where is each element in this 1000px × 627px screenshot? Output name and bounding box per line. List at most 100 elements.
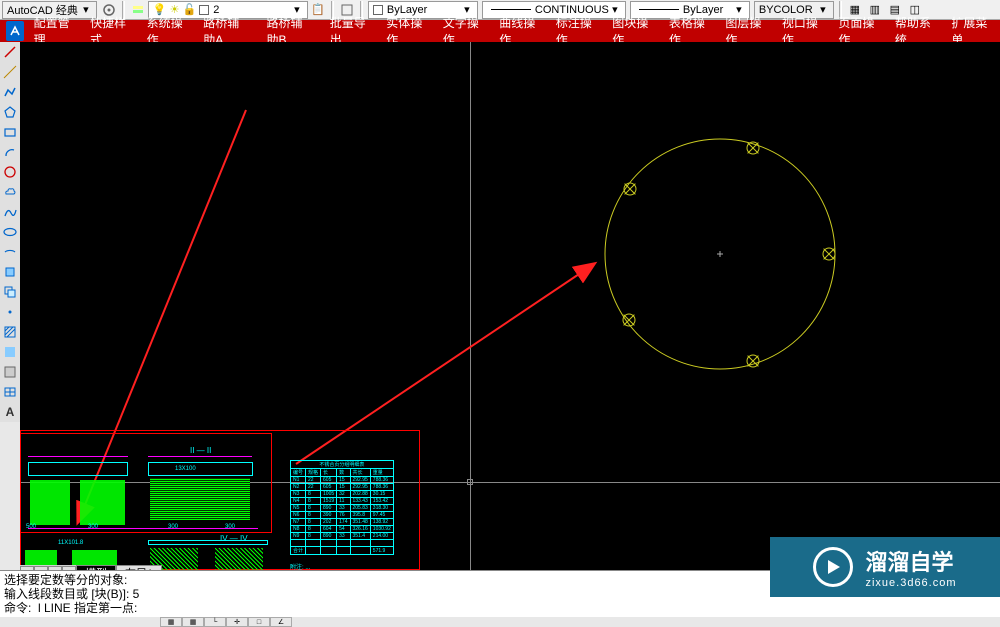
table-cell: 1519 — [321, 498, 337, 505]
table-cell: 8 — [306, 505, 321, 512]
hatch-tool[interactable] — [0, 322, 20, 342]
play-icon — [813, 547, 853, 587]
table-tool[interactable] — [0, 382, 20, 402]
table-cell: 890 — [321, 533, 337, 540]
menu-item[interactable]: 页面操作 — [830, 20, 887, 42]
table-title: 不锈合页分组明细表 — [291, 461, 394, 469]
table-cell — [350, 540, 370, 547]
table-header-cell: 数 — [337, 469, 350, 477]
dim-value: 300 — [225, 524, 235, 530]
ellipse-tool[interactable] — [0, 222, 20, 242]
ortho-toggle[interactable]: └ — [204, 617, 226, 627]
table-cell: 33 — [337, 505, 350, 512]
insert-block-tool[interactable] — [0, 262, 20, 282]
menu-item[interactable]: 图层操作 — [717, 20, 774, 42]
table-cell: 351.4 — [350, 533, 370, 540]
green-hatch-block — [30, 480, 70, 525]
ellipse-arc-tool[interactable] — [0, 242, 20, 262]
lineweight-preview-icon — [639, 9, 679, 11]
rectangle-tool[interactable] — [0, 122, 20, 142]
table-cell: 605 — [321, 484, 337, 491]
menu-item[interactable]: 扩展菜单 — [943, 20, 1000, 42]
table-cell: 292.95 — [350, 484, 370, 491]
table-cell — [321, 540, 337, 547]
table-cell: 138.92 — [370, 519, 393, 526]
otrack-toggle[interactable]: ∠ — [270, 617, 292, 627]
table-cell: 788.36 — [370, 477, 393, 484]
polygon-tool[interactable] — [0, 102, 20, 122]
table-cell: 33 — [337, 533, 350, 540]
circle-tool[interactable] — [0, 162, 20, 182]
table-row: N78202174351.48138.92 — [291, 519, 394, 526]
table-cell: 8 — [306, 491, 321, 498]
menu-item[interactable]: 路桥辅助B — [258, 20, 321, 42]
table-cell: 97.45 — [370, 512, 393, 519]
table-cell: N4 — [291, 498, 306, 505]
table-cell: 571.9 — [370, 547, 393, 555]
construction-line-tool[interactable] — [0, 62, 20, 82]
snap-toggle[interactable]: ▦ — [160, 617, 182, 627]
table-cell: 1030.92 — [370, 526, 393, 533]
mtext-tool[interactable]: A — [0, 402, 20, 422]
menu-item[interactable]: 路桥辅助A — [195, 20, 258, 42]
table-cell: 54 — [337, 526, 350, 533]
menu-item[interactable]: 曲线操作 — [491, 20, 548, 42]
table-cell: 788.36 — [370, 484, 393, 491]
spline-tool[interactable] — [0, 202, 20, 222]
table-cell: 22 — [306, 477, 321, 484]
table-cell: 11 — [337, 498, 350, 505]
status-bar: ▦ ▦ └ ✛ □ ∠ — [0, 617, 1000, 627]
grid-toggle[interactable]: ▦ — [182, 617, 204, 627]
table-cell: 214.00 — [370, 533, 393, 540]
arc-tool[interactable] — [0, 142, 20, 162]
table-cell: 318.30 — [370, 505, 393, 512]
revision-cloud-tool[interactable] — [0, 182, 20, 202]
menu-item[interactable]: 标注操作 — [548, 20, 605, 42]
make-block-tool[interactable] — [0, 282, 20, 302]
menu-item[interactable]: 配置管理 — [26, 20, 83, 42]
menu-item[interactable]: 文字操作 — [435, 20, 492, 42]
menu-item[interactable]: 视口操作 — [774, 20, 831, 42]
color-swatch — [373, 5, 383, 15]
menu-item[interactable]: 实体操作 — [378, 20, 435, 42]
table-cell — [337, 547, 350, 555]
section-label: II — II — [190, 446, 211, 455]
menu-item[interactable]: 表格操作 — [661, 20, 718, 42]
green-hatch-block — [215, 548, 263, 570]
table-cell: 8 — [306, 519, 321, 526]
command-input-line[interactable]: 命令: l LINE 指定第一点: — [4, 601, 996, 615]
model-space-viewport[interactable]: II — II IV — IV 13X100 11X101.8 500 300 … — [20, 42, 1000, 578]
point-tool[interactable] — [0, 302, 20, 322]
dim-value: 300 — [88, 524, 98, 530]
table-cell — [321, 547, 337, 555]
menu-item[interactable]: 批量导出 — [322, 20, 379, 42]
polyline-tool[interactable] — [0, 82, 20, 102]
cyan-rule — [148, 540, 268, 545]
layer-color-swatch — [199, 5, 209, 15]
dim-value: 300 — [168, 524, 178, 530]
menu-item[interactable]: 图块操作 — [604, 20, 661, 42]
table-row — [291, 540, 394, 547]
app-icon[interactable] — [6, 21, 24, 41]
table-cell: 395.8 — [350, 512, 370, 519]
region-tool[interactable] — [0, 362, 20, 382]
table-header-cell: 规格 — [306, 469, 321, 477]
table-cell: 1005 — [321, 491, 337, 498]
menu-item[interactable]: 系统操作 — [139, 20, 196, 42]
menu-item[interactable]: 帮助系统 — [887, 20, 944, 42]
menu-item[interactable]: 快捷样式 — [82, 20, 139, 42]
table-header-cell: 长 — [321, 469, 337, 477]
polar-toggle[interactable]: ✛ — [226, 617, 248, 627]
table-cell: 153.42 — [370, 498, 393, 505]
line-tool[interactable] — [0, 42, 20, 62]
osnap-toggle[interactable]: □ — [248, 617, 270, 627]
cyan-section-top — [148, 462, 253, 476]
table-cell: N1 — [291, 477, 306, 484]
table-cell: N7 — [291, 519, 306, 526]
table-cell: 8 — [306, 498, 321, 505]
gradient-tool[interactable] — [0, 342, 20, 362]
draw-toolbar: A — [0, 42, 20, 422]
table-row: N6839076395.897.45 — [291, 512, 394, 519]
layer-manager-icon[interactable] — [129, 1, 147, 19]
table-row: N5889033205.83318.30 — [291, 505, 394, 512]
